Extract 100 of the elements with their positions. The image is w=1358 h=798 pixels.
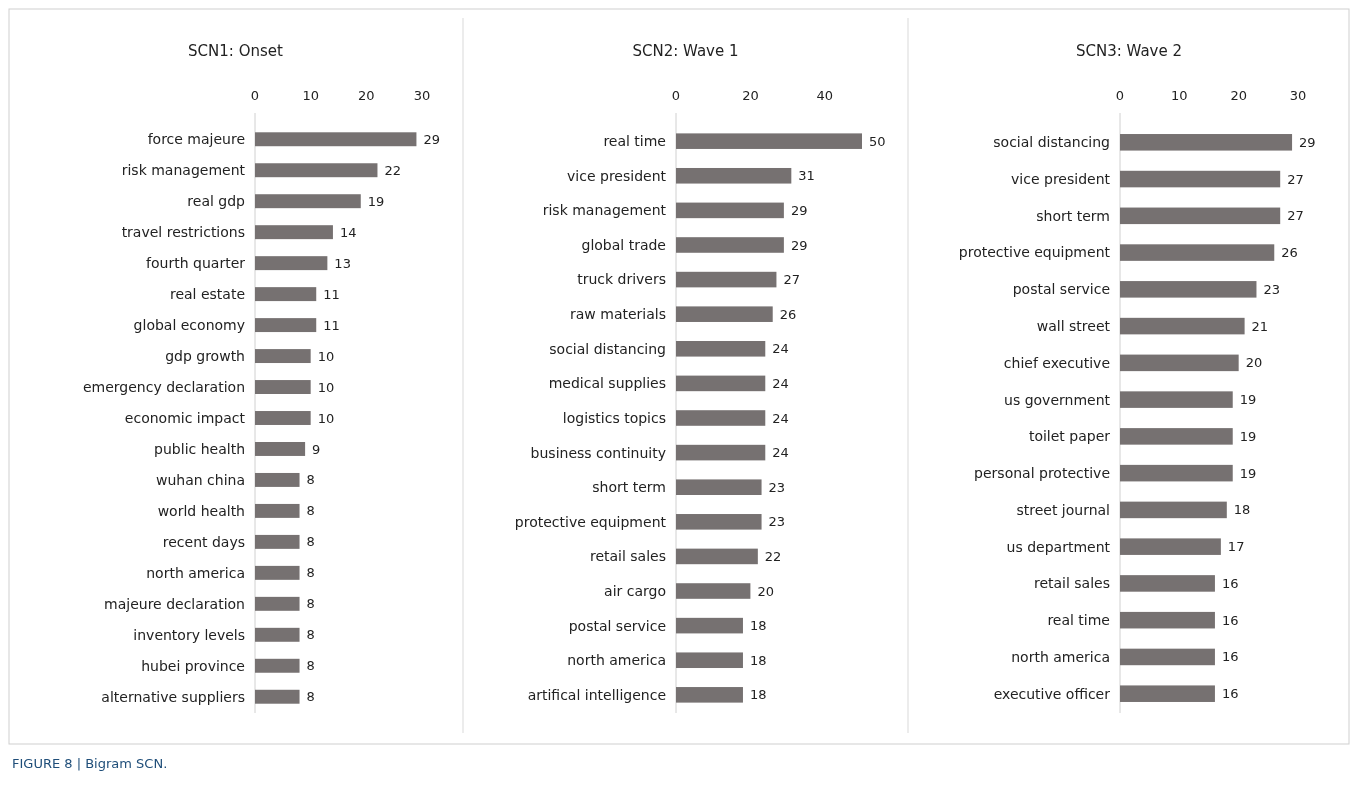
data-label: 8: [306, 689, 315, 705]
y-tick-label: truck drivers: [577, 271, 666, 288]
bar: [676, 202, 784, 219]
y-tick-label: fourth quarter: [146, 255, 246, 272]
data-label: 24: [772, 410, 789, 426]
y-tick-label: risk management: [542, 202, 667, 219]
y-tick-label: travel restrictions: [121, 224, 245, 241]
y-tick-label: social distancing: [549, 340, 666, 357]
x-tick-label: 40: [816, 88, 834, 103]
y-tick-label: social distancing: [993, 134, 1110, 151]
data-label: 18: [1233, 502, 1251, 518]
caption: FIGURE 8 | Bigram SCN.: [12, 756, 168, 771]
y-tick-label: logistics topics: [562, 409, 666, 426]
bar: [676, 687, 743, 703]
x-tick-label: 0: [1115, 88, 1125, 103]
bar: [1120, 648, 1215, 666]
data-label: 21: [1251, 318, 1269, 334]
y-tick-label: recent days: [162, 533, 245, 550]
data-label: 23: [768, 479, 786, 495]
bar: [676, 375, 766, 392]
bar: [676, 133, 862, 149]
data-label: 27: [1287, 171, 1304, 187]
y-tick-label: retail sales: [589, 548, 666, 565]
data-label: 27: [783, 272, 800, 288]
chart-title: SCN2: Wave 1: [632, 42, 739, 60]
bar: [255, 318, 317, 333]
y-tick-label: air cargo: [604, 582, 666, 599]
bar: [1120, 428, 1233, 445]
data-label: 50: [869, 133, 886, 149]
y-tick-label: wuhan china: [155, 471, 245, 488]
y-tick-label: short term: [1036, 207, 1110, 224]
y-tick-label: business continuity: [530, 444, 666, 461]
bar: [1120, 611, 1215, 629]
data-label: 8: [306, 627, 315, 643]
data-label: 16: [1221, 686, 1239, 702]
y-tick-label: artifical intelligence: [527, 686, 666, 703]
data-label: 29: [1299, 134, 1316, 150]
y-tick-label: inventory levels: [133, 626, 245, 643]
data-label: 8: [306, 534, 315, 550]
y-tick-label: real gdp: [187, 193, 246, 210]
bar: [676, 617, 743, 634]
bar: [255, 596, 300, 611]
bar: [1120, 575, 1215, 592]
y-tick-label: executive officer: [993, 685, 1111, 702]
data-label: 27: [1287, 208, 1304, 224]
y-tick-label: gdp growth: [165, 347, 245, 364]
data-label: 13: [334, 255, 351, 271]
y-tick-label: vice president: [567, 167, 667, 184]
data-label: 29: [423, 131, 440, 147]
bar: [676, 237, 784, 253]
bar: [255, 225, 333, 240]
y-tick-label: majeure declaration: [104, 595, 245, 612]
data-label: 8: [306, 472, 315, 488]
bar: [676, 548, 758, 565]
bar: [676, 514, 762, 530]
bar: [255, 627, 300, 642]
y-tick-label: real time: [1047, 612, 1110, 629]
y-tick-label: street journal: [1016, 501, 1110, 518]
y-tick-label: raw materials: [570, 306, 666, 323]
chart-title: SCN1: Onset: [188, 42, 284, 60]
y-tick-label: personal protective: [974, 465, 1110, 482]
y-tick-label: world health: [157, 502, 245, 519]
bar: [1120, 317, 1245, 335]
y-tick-label: protective equipment: [514, 513, 667, 530]
data-label: 18: [749, 618, 767, 634]
bar: [676, 167, 792, 184]
data-label: 26: [1281, 245, 1298, 261]
y-tick-label: chief executive: [1003, 354, 1110, 371]
data-label: 16: [1221, 575, 1239, 591]
x-tick-label: 30: [1289, 88, 1307, 103]
bar: [676, 271, 777, 288]
bar: [1120, 134, 1293, 151]
bar: [255, 503, 300, 518]
y-tick-label: real time: [603, 133, 666, 150]
bar: [1120, 501, 1227, 519]
data-label: 14: [339, 224, 357, 240]
y-tick-label: hubei province: [141, 657, 245, 674]
y-tick-label: north america: [567, 652, 666, 669]
data-label: 8: [306, 596, 315, 612]
y-tick-label: us government: [1004, 391, 1111, 408]
y-tick-label: north america: [1011, 648, 1110, 665]
data-label: 24: [772, 341, 789, 357]
x-tick-label: 30: [413, 88, 431, 103]
data-label: 16: [1221, 649, 1239, 665]
data-label: 20: [1245, 355, 1263, 371]
bar: [1120, 464, 1233, 482]
x-tick-label: 20: [358, 88, 375, 103]
bar: [1120, 391, 1233, 408]
bar: [1120, 207, 1281, 225]
y-tick-label: risk management: [121, 162, 246, 179]
x-tick-label: 10: [302, 88, 319, 103]
bar: [255, 442, 306, 456]
data-label: 22: [384, 162, 402, 178]
x-tick-label: 20: [1230, 88, 1247, 103]
data-label: 8: [306, 503, 315, 519]
data-label: 31: [798, 168, 815, 184]
y-tick-label: postal service: [568, 617, 666, 634]
y-tick-label: north america: [146, 564, 245, 581]
bar: [255, 163, 378, 178]
y-tick-label: protective equipment: [958, 244, 1111, 261]
